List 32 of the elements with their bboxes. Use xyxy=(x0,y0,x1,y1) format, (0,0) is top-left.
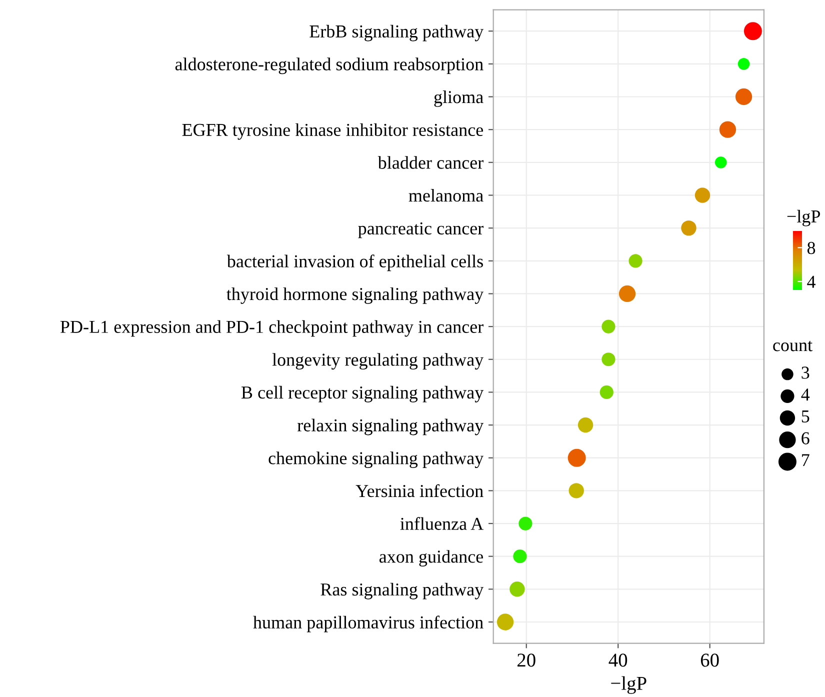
y-tick-label: axon guidance xyxy=(379,550,483,566)
color-bar-label: 8 xyxy=(807,242,816,254)
y-tick-label: melanoma xyxy=(408,188,484,202)
y-tick-label: longevity regulating pathway xyxy=(272,353,484,370)
y-tick-label: thyroid hormone signaling pathway xyxy=(226,287,484,304)
legend-label: 5 xyxy=(802,410,810,423)
y-tick-label: Yersinia infection xyxy=(356,484,484,498)
y-tick-label: Ras signaling pathway xyxy=(320,582,484,600)
y-tick-label: bacterial invasion of epithelial cells xyxy=(226,254,483,272)
y-tick-label: bladder cancer xyxy=(378,156,484,169)
color-bar-title: −lgP xyxy=(787,210,820,226)
x-tick-label: 60 xyxy=(700,654,719,667)
legend-label: 7 xyxy=(802,454,810,466)
y-tick-label: aldosterone-regulated sodium reabsorption xyxy=(175,58,484,74)
y-tick-label: glioma xyxy=(434,90,484,107)
x-tick-label: 40 xyxy=(608,654,628,667)
x-tick-label: 20 xyxy=(518,654,536,667)
y-tick-label: PD-L1 expression and PD-1 checkpoint pathway in cancer xyxy=(60,320,484,337)
y-tick-label: influenza A xyxy=(400,517,484,530)
y-tick-label: human papillomavirus infection xyxy=(253,616,484,632)
y-tick-label: ErbB signaling pathway xyxy=(310,24,484,42)
y-tick-label: EGFR tyrosine kinase inhibitor resistance xyxy=(182,123,483,140)
legend-label: 3 xyxy=(802,366,810,379)
y-tick-label: pancreatic cancer xyxy=(358,222,484,238)
x-axis-title: −lgP xyxy=(611,676,646,694)
y-tick-label: chemokine signaling pathway xyxy=(268,452,484,468)
legend-label: 6 xyxy=(802,432,810,444)
y-tick-label: B cell receptor signaling pathway xyxy=(241,386,484,402)
y-tick-label: relaxin signaling pathway xyxy=(297,418,484,436)
legend-label: 4 xyxy=(801,388,810,400)
color-bar-label: 4 xyxy=(807,276,816,288)
legend-title: count xyxy=(773,340,812,352)
